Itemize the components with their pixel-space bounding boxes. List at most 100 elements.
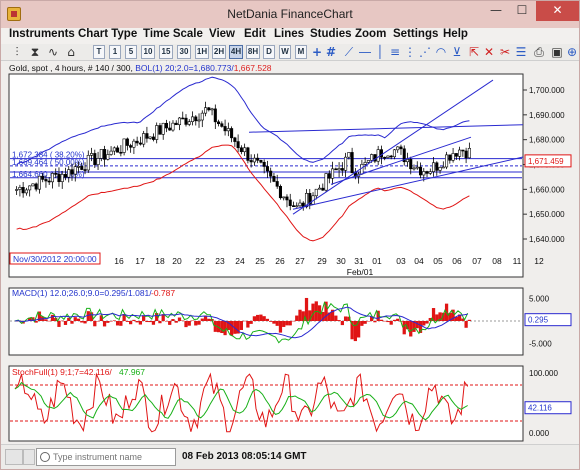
chart-area[interactable]: 1,672.384 ( 38.20%)1,669.464 ( 50.00%) 1,… — [1, 63, 579, 443]
menu-chart-type[interactable]: Chart Type — [78, 28, 138, 40]
macd-histogram-bar — [161, 314, 165, 321]
candle-body — [441, 166, 445, 169]
delete-icon[interactable]: ✕ — [483, 45, 495, 59]
menu-zoom[interactable]: Zoom — [355, 28, 387, 40]
menu-view[interactable]: View — [209, 28, 235, 40]
timeframe-5[interactable]: 5 — [125, 45, 137, 59]
stoch-tick-label: 100.000 — [529, 369, 558, 378]
macd-histogram-bar — [370, 316, 374, 321]
candle-chart-icon[interactable]: ⧗ — [30, 45, 40, 59]
macd-histogram-bar — [106, 321, 110, 323]
date-tick-label: 25 — [255, 256, 265, 266]
timeframe-w[interactable]: W — [279, 45, 291, 59]
fibonacci-icon[interactable]: ⋮ — [404, 45, 416, 59]
macd-histogram-bar — [63, 321, 68, 325]
main-chart-panel[interactable] — [8, 73, 524, 278]
macd-histogram-bar — [334, 315, 338, 321]
timeframe-1h[interactable]: 1H — [195, 45, 209, 59]
timeframe-d[interactable]: D — [263, 45, 275, 59]
timeframe-2h[interactable]: 2H — [212, 45, 226, 59]
timeframe-4h[interactable]: 4H — [229, 45, 243, 59]
vertical-line-icon[interactable]: │ — [376, 45, 384, 59]
macd-histogram-bar — [93, 321, 97, 327]
timeframe-15[interactable]: 15 — [159, 45, 173, 59]
candle-body — [50, 173, 54, 183]
candle-body — [278, 186, 282, 199]
grid-icon[interactable]: # — [325, 45, 337, 59]
timeframe-1[interactable]: 1 — [109, 45, 121, 59]
minimize-button[interactable]: — — [490, 3, 502, 17]
candle-body — [21, 187, 25, 194]
macd-histogram-bar — [132, 319, 136, 321]
line-chart-icon[interactable]: ∿ — [47, 45, 59, 59]
candle-body — [304, 193, 309, 208]
fib-label: 1,664.660 ( 61.80%) — [12, 170, 85, 179]
fan-icon[interactable]: ⋰ — [419, 45, 431, 59]
timeframe-10[interactable]: 10 — [141, 45, 155, 59]
arc-icon[interactable]: ◠ — [435, 45, 447, 59]
trendline-icon[interactable]: ⟋ — [344, 45, 354, 59]
save-icon[interactable]: ▣ — [551, 45, 563, 59]
date-tick-label: 06 — [452, 256, 462, 266]
candle-body — [425, 171, 429, 174]
title-bar[interactable]: NetDania FinanceChart — ☐ ✕ — [1, 1, 579, 28]
instrument-search[interactable] — [36, 448, 176, 466]
area-chart-icon[interactable]: ⌂ — [67, 45, 75, 59]
macd-histogram-bar — [216, 321, 221, 333]
cursor-date-box — [9, 252, 101, 265]
macd-histogram-bar — [295, 315, 299, 321]
instrument-search-input[interactable] — [53, 450, 173, 464]
date-tick-label: 08 — [492, 256, 502, 266]
settings-icon[interactable]: ☰ — [515, 45, 527, 59]
menu-instruments[interactable]: Instruments — [9, 28, 75, 40]
macd-histogram-bar — [265, 318, 270, 321]
date-tick-label: 23 — [215, 256, 225, 266]
menu-time-scale[interactable]: Time Scale — [143, 28, 203, 40]
candle-body — [93, 153, 97, 165]
close-button[interactable]: ✕ — [536, 1, 579, 21]
bar-chart-icon[interactable]: ⫶ — [15, 45, 19, 59]
macd-histogram-bar — [457, 314, 462, 321]
month-label: Feb/01 — [347, 267, 374, 277]
macd-histogram-bar — [422, 321, 426, 326]
candle-body — [321, 187, 325, 191]
macd-histogram-bar — [409, 321, 413, 337]
stoch-panel[interactable] — [8, 365, 524, 442]
date-tick-label: 16 — [114, 256, 124, 266]
candle-body — [256, 157, 260, 161]
candle-body — [370, 154, 374, 161]
timeframe-t[interactable]: T — [93, 45, 105, 59]
macd-histogram-bar — [389, 321, 393, 325]
candle-body — [428, 171, 432, 174]
date-tick-label: 22 — [195, 256, 205, 266]
menu-studies[interactable]: Studies — [310, 28, 352, 40]
maximize-button[interactable]: ☐ — [516, 3, 528, 17]
channel-icon[interactable]: ≡ — [389, 45, 401, 59]
price-tick-label: 1,690.000 — [529, 111, 565, 120]
pointer-icon[interactable]: ⇱ — [468, 45, 480, 59]
candle-body — [73, 166, 77, 175]
menu-edit[interactable]: Edit — [244, 28, 266, 40]
timeframe-30[interactable]: 30 — [177, 45, 191, 59]
menu-lines[interactable]: Lines — [274, 28, 305, 40]
menu-help[interactable]: Help — [443, 28, 468, 40]
text-tool-icon[interactable]: ⊻ — [452, 45, 462, 59]
candle-body — [318, 187, 322, 190]
menu-settings[interactable]: Settings — [393, 28, 439, 40]
timeframe-8h[interactable]: 8H — [246, 45, 260, 59]
delete-all-icon[interactable]: ✂ — [499, 45, 511, 59]
zoom-icon[interactable]: ⊕ — [566, 45, 578, 59]
candle-body — [331, 168, 335, 179]
candle-body — [435, 162, 439, 171]
macd-histogram-bar — [148, 321, 152, 323]
macd-histogram-bar — [330, 309, 335, 321]
macd-histogram-bar — [229, 321, 234, 336]
timeframe-m[interactable]: M — [295, 45, 307, 59]
print-icon[interactable]: ⎙ — [534, 45, 544, 59]
crosshair-icon[interactable]: + — [311, 45, 323, 59]
horizontal-line-icon[interactable]: ― — [359, 45, 371, 59]
candle-body — [184, 117, 188, 125]
candle-body — [204, 107, 208, 114]
price-axis: 1,700.0001,690.0001,680.0001,670.0001,66… — [523, 86, 572, 244]
candle-body — [164, 122, 168, 129]
